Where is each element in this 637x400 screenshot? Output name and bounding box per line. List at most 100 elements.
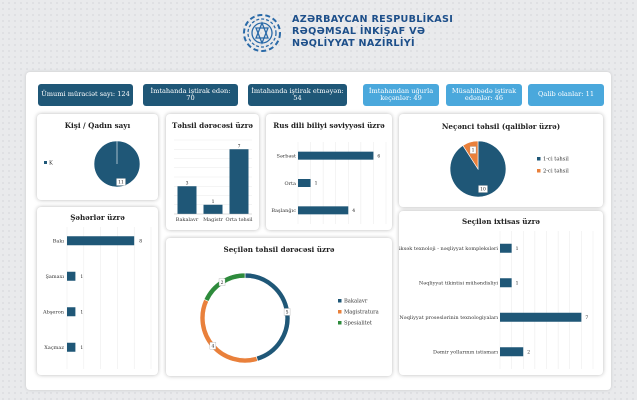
cities-data-label-3: 1 [80,345,83,351]
which-data-label-0: 10 [480,187,486,193]
cities-chart-title: Şəhərlər üzrə [70,213,125,222]
donut-legend-swatch-1 [338,310,342,314]
specialty-data-label-3: 2 [527,349,530,355]
card-cities: Şəhərlər üzrə 8 Bakı 1 Şamaxı 1 Abşeron 1 Xaçma… [37,207,158,375]
donut-slice-1 [199,298,259,364]
ministry-line-2: RƏQƏMSAL İNKİŞAF VƏ [292,26,426,37]
russian-bar-1 [298,179,311,187]
kpi-interview-participants: Müsahibədə iştirak edənlər: 46 [446,84,522,106]
donut-data-label-0: 5 [286,310,289,316]
specialty-tick-label-3: Dəmir yollarının istismarı [433,349,498,355]
education-tick-label-0: Bakalavr [176,217,199,223]
donut-slice-0 [244,272,291,362]
cities-data-label-1: 1 [80,274,83,280]
donut-legend-label-1: Magistratura [344,310,379,316]
cities-data-label-2: 1 [80,309,83,315]
kpi-exam-absent: İmtahanda iştirak etməyən: 54 [248,84,347,106]
kpi-passed-exam: İmtahandan uğurla keçənlər: 49 [363,84,439,106]
specialty-tick-label-1: Nəqliyyat tikintisi mühəndisliyi [419,280,499,286]
cities-chart: 8 Bakı 1 Şamaxı 1 Abşeron 1 Xaçmaz [42,227,152,369]
which-legend-label-0: 1-ci təhsil [543,157,569,163]
donut-slice-2 [203,272,246,302]
ministry-name: AZƏRBAYCAN RESPUBLİKASI RƏQƏMSAL İNKİŞAF… [292,14,453,50]
gender-chart: 11 K [44,140,141,188]
kpi-exam-participants: İmtahanda iştirak edən: 70 [143,84,238,106]
specialty-data-label-0: 1 [516,246,519,252]
donut-legend-label-2: Spesialitet [344,321,373,327]
gender-legend-label: K [49,160,53,166]
russian-data-label-1: 1 [315,181,318,187]
page-header: AZƏRBAYCAN RESPUBLİKASI RƏQƏMSAL İNKİŞAF… [0,0,637,68]
specialty-data-label-2: 7 [585,315,588,321]
education-bar-2 [229,149,249,214]
cities-tick-label-0: Bakı [53,239,65,245]
russian-tick-label-1: Orta [285,181,296,187]
russian-data-label-0: 6 [377,153,380,159]
cities-bar-0 [67,236,135,246]
donut-data-label-1-box [209,342,217,350]
donut-data-label-2-box [218,278,226,286]
cities-bar-3 [67,342,76,352]
cities-bar-1 [67,271,76,281]
gender-chart-title: Kişi / Qadın sayı [64,121,131,130]
kpi-winners: Qalib olanlar: 11 [528,84,604,106]
which-data-label-1-box [469,146,477,154]
which-education-chart: 10 1 1-ci təhsil 2-ci təhsil [449,140,569,198]
russian-data-label-2: 4 [352,208,355,214]
education-tick-label-2: Orta təhsil [225,217,252,223]
which-legend-swatch-1 [537,169,541,173]
specialty-data-label-1: 1 [516,280,519,286]
specialty-chart-title: Seçilən ixtisas üzrə [462,217,540,226]
gender-legend-swatch [44,161,47,164]
specialty-bar-0 [500,243,512,253]
education-chart-title: Təhsil dərəcəsi üzrə [171,121,253,130]
card-education: Təhsil dərəcəsi üzrə 3 Bakalavr 1 Magistr 7 O… [166,114,259,230]
cities-tick-label-3: Xaçmaz [44,345,64,351]
card-gender: Kişi / Qadın sayı 11 K [37,114,158,200]
specialty-tick-label-2: Nəqliyyat proseslərinin texnologiyaları [399,315,498,321]
which-education-chart-title: Neçənci təhsil (qaliblər üzrə) [441,122,561,131]
specialty-bar-1 [500,278,512,288]
specialty-tick-label-0: Yüksək texnoloji - nəqliyyat komplekslər… [399,246,498,252]
russian-bar-0 [298,151,374,160]
education-data-label-0: 3 [186,180,189,186]
education-bar-0 [177,186,197,214]
education-data-label-2: 7 [238,143,241,149]
chosen-education-chart-title: Seçilən təhsil dərəcəsi üzrə [223,245,335,254]
russian-chart-title: Rus dili biliyi səviyyəsi üzrə [273,121,385,130]
education-bar-1 [203,204,223,214]
russian-tick-label-0: Sərbəst [276,153,296,159]
chosen-education-chart: 5 4 2 Bakalavr Magistratura Spesialitet [199,272,379,364]
donut-legend-swatch-0 [338,299,342,303]
card-chosen-education: Seçilən təhsil dərəcəsi üzrə 5 4 2 Bakalavr… [166,238,392,376]
russian-chart: 6 Sərbəst 1 Orta 4 Başlanğıc [271,142,387,224]
gender-data-label: 11 [118,180,124,186]
donut-data-label-1: 4 [211,343,214,349]
specialty-bar-2 [500,312,582,322]
ministry-line-1: AZƏRBAYCAN RESPUBLİKASI [292,14,454,25]
donut-data-label-0-box [283,308,291,316]
which-legend-swatch-0 [537,157,541,161]
gender-data-label-box [116,178,126,186]
kpi-total-applications: Ümumi müraciət sayı: 124 [38,84,133,106]
specialty-bar-3 [500,347,524,357]
donut-legend-swatch-2 [338,321,342,325]
card-specialty: Seçilən ixtisas üzrə 1 Yüksək texnoloji -… [399,211,603,375]
cities-tick-label-2: Abşeron [42,310,65,316]
cities-tick-label-1: Şamaxı [45,274,64,280]
donut-legend-label-0: Bakalavr [344,299,368,305]
education-tick-label-1: Magistr [203,217,223,223]
which-data-label-1: 1 [472,148,475,154]
cities-data-label-0: 8 [139,238,142,244]
ministry-logo-icon [243,14,281,52]
russian-tick-label-2: Başlanğıc [271,207,296,214]
card-which-education: Neçənci təhsil (qaliblər üzrə) 10 1 1-ci t… [399,114,603,207]
education-chart: 3 Bakalavr 1 Magistr 7 Orta təhsil [174,139,253,223]
ministry-line-3: NƏQLİYYAT NAZİRLİYİ [292,38,415,49]
cities-bar-2 [67,307,76,317]
which-legend-label-1: 2-ci təhsil [543,169,569,175]
which-data-label-0-box [478,185,488,193]
card-russian: Rus dili biliyi səviyyəsi üzrə 6 Sərbəst 1… [266,114,392,230]
donut-data-label-2: 2 [221,280,224,286]
specialty-chart: 1 Yüksək texnoloji - nəqliyyat komplekslə… [399,231,594,369]
